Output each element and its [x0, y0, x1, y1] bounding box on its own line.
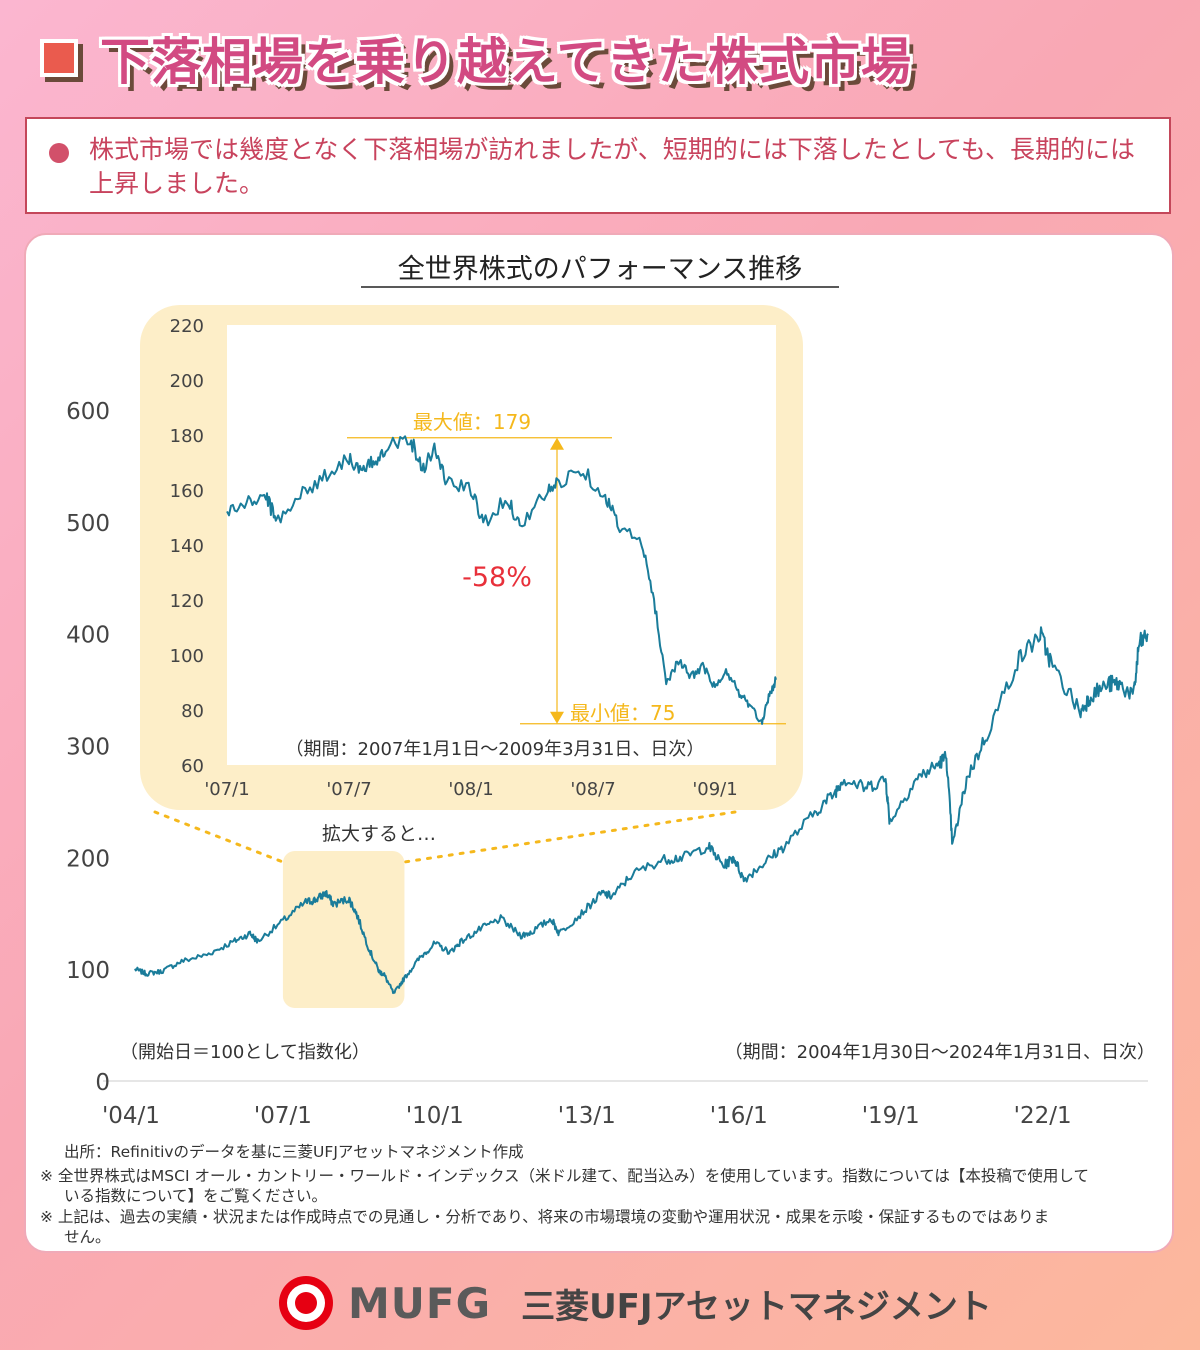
page-header: 下落相場を乗り越えてきた株式市場 [40, 22, 912, 94]
inset-y-tick-label: 140 [170, 536, 204, 557]
footnote-2-line-2: せん。 [64, 1228, 111, 1246]
x-tick-label: '22/1 [1014, 1103, 1072, 1129]
inset-period-note: （期間：2007年1月1日～2009年3月31日、日次） [286, 739, 705, 760]
x-tick-label: '04/1 [102, 1103, 160, 1129]
max-value-label: 最大値：179 [413, 410, 531, 434]
title-square-icon [40, 39, 78, 77]
x-tick-label: '19/1 [862, 1103, 920, 1129]
x-tick-label: '13/1 [558, 1103, 616, 1129]
inset-y-tick-label: 180 [170, 426, 204, 447]
inset-x-tick-label: '08/1 [448, 779, 493, 800]
main-period-note: （期間：2004年1月30日～2024年1月31日、日次） [725, 1042, 1155, 1063]
y-tick-label: 100 [66, 958, 110, 984]
y-tick-label: 200 [66, 846, 110, 872]
zoom-connector-left [153, 810, 285, 864]
inset-y-tick-label: 160 [170, 481, 204, 502]
inset-y-tick-label: 60 [181, 756, 204, 777]
inset-x-tick-label: '07/7 [326, 779, 371, 800]
bullet-dot-icon [49, 143, 69, 163]
drop-arrow-head-down [550, 711, 564, 724]
min-value-label: 最小値：75 [570, 701, 675, 725]
footnote-1-line-2: いる指数について】をご覧ください。 [64, 1187, 328, 1205]
drop-percentage-label: -58% [462, 562, 532, 593]
footnote-2-line-1: ※ 上記は、過去の実績・状況または作成時点での見通し・分析であり、将来の市場環境… [40, 1208, 1050, 1226]
y-tick-label: 600 [66, 399, 110, 425]
y-tick-label: 300 [66, 735, 110, 761]
inset-x-tick-label: '09/1 [692, 779, 737, 800]
company-name: 三菱UFJアセットマネジメント [521, 1286, 992, 1327]
inset-y-tick-label: 120 [170, 591, 204, 612]
y-tick-label: 0 [95, 1070, 110, 1096]
zoom-connector-right [402, 810, 737, 864]
x-tick-label: '10/1 [406, 1103, 464, 1129]
drop-arrow-head-up [550, 437, 564, 450]
inset-x-tick-label: '07/1 [204, 779, 249, 800]
inset-y-tick-label: 80 [181, 701, 204, 722]
x-tick-label: '16/1 [710, 1103, 768, 1129]
logo-text: MUFG [348, 1278, 492, 1328]
inset-x-tick-label: '08/7 [570, 779, 615, 800]
inset-plot-area [227, 325, 776, 765]
main-series-line [134, 626, 1149, 995]
summary-box: 株式市場では幾度となく下落相場が訪れましたが、短期的には下落したとしても、長期的… [25, 117, 1171, 214]
zoom-label: 拡大すると… [322, 823, 436, 845]
footnote-1-line-1: ※ 全世界株式はMSCI オール・カントリー・ワールド・インデックス（米ドル建て… [40, 1167, 1089, 1185]
index-note: （開始日＝100として指数化） [120, 1042, 370, 1063]
y-tick-label: 500 [66, 511, 110, 537]
x-tick-label: '07/1 [254, 1103, 312, 1129]
inset-y-tick-label: 200 [170, 371, 204, 392]
inset-series-line [226, 435, 777, 725]
footer-logo: MUFG 三菱UFJアセットマネジメント [278, 1275, 992, 1331]
summary-text: 株式市場では幾度となく下落相場が訪れましたが、短期的には下落したとしても、長期的… [89, 135, 1136, 198]
inset-y-tick-label: 220 [170, 316, 204, 337]
page-title: 下落相場を乗り越えてきた株式市場 [100, 33, 912, 91]
zoom-highlight-area [282, 851, 405, 1008]
mufg-logo-icon [278, 1275, 334, 1331]
y-tick-label: 400 [66, 623, 110, 649]
chart-title: 全世界株式のパフォーマンス推移 [398, 254, 802, 285]
inset-y-tick-label: 100 [170, 646, 204, 667]
source-note: 出所：Refinitivのデータを基に三菱UFJアセットマネジメント作成 [64, 1143, 524, 1161]
